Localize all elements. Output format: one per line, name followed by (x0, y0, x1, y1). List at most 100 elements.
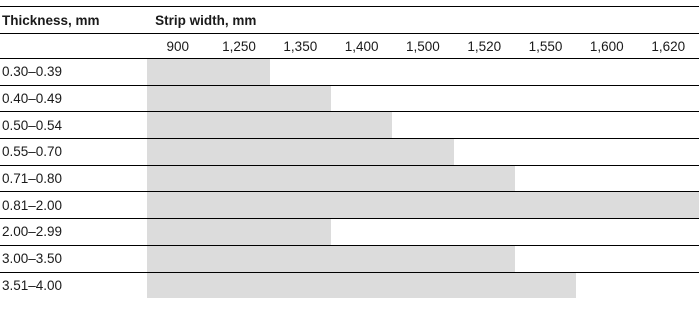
table-row: 0.40–0.49 (0, 85, 699, 113)
thickness-range-label: 0.81–2.00 (0, 191, 148, 220)
unavailable-width-cell (453, 58, 515, 86)
width-header-cell: 1,250 (208, 33, 270, 59)
available-width-cell (392, 165, 454, 193)
thickness-range-label: 0.71–0.80 (0, 165, 148, 193)
available-width-cell (330, 138, 393, 166)
unavailable-width-cell (576, 58, 638, 86)
table-row: 0.50–0.54 (0, 111, 699, 140)
thickness-range-label: 3.00–3.50 (0, 245, 148, 273)
width-header-cell: 1,600 (576, 33, 638, 59)
available-width-cell (269, 191, 331, 220)
available-width-cell (269, 138, 331, 166)
available-width-cell (147, 58, 209, 86)
available-width-cell (330, 165, 393, 193)
unavailable-width-cell (330, 85, 393, 113)
available-width-cell (330, 245, 393, 273)
unavailable-width-cell (576, 218, 638, 246)
available-width-cell (208, 191, 270, 220)
unavailable-width-cell (576, 85, 638, 113)
width-header-cell: 1,350 (269, 33, 331, 59)
available-width-cell (453, 272, 515, 299)
thickness-range-label: 0.55–0.70 (0, 138, 148, 166)
available-width-cell (392, 272, 454, 299)
unavailable-width-cell (514, 138, 577, 166)
unavailable-width-cell (637, 111, 699, 140)
table-row: 0.71–0.80 (0, 165, 699, 193)
thickness-range-label: 2.00–2.99 (0, 218, 148, 246)
unavailable-width-cell (514, 165, 577, 193)
unavailable-width-cell (453, 218, 515, 246)
available-width-cell (208, 218, 270, 246)
unavailable-width-cell (330, 218, 393, 246)
unavailable-width-cell (514, 58, 577, 86)
table-header: Thickness, mm Strip width, mm 900 1,250 1,… (0, 6, 699, 59)
available-width-cell (147, 191, 209, 220)
table-row: 3.00–3.50 (0, 245, 699, 273)
thickness-range-label: 0.50–0.54 (0, 111, 148, 140)
unavailable-width-cell (392, 85, 454, 113)
unavailable-width-cell (514, 85, 577, 113)
unavailable-width-cell (392, 218, 454, 246)
available-width-cell (453, 245, 515, 273)
available-width-cell (269, 218, 331, 246)
table-row: 0.81–2.00 (0, 191, 699, 220)
available-width-cell (208, 85, 270, 113)
available-width-cell (330, 191, 393, 220)
width-header-cell: 1,520 (453, 33, 515, 59)
thickness-range-label: 0.30–0.39 (0, 58, 148, 86)
width-header-cell: 1,620 (637, 33, 699, 59)
available-width-cell (392, 191, 454, 220)
available-width-cell (208, 245, 270, 273)
unavailable-width-cell (453, 138, 515, 166)
strip-width-table: Thickness, mm Strip width, mm 900 1,250 1,… (0, 6, 699, 299)
unavailable-width-cell (637, 272, 699, 298)
unavailable-width-cell (330, 58, 393, 86)
header-row-widths: 900 1,250 1,350 1,400 1,500 1,520 1,550 1,600 1,… (0, 33, 699, 59)
available-width-cell (392, 245, 454, 273)
unavailable-width-cell (576, 165, 638, 193)
available-width-cell (269, 165, 331, 193)
table-row: 0.55–0.70 (0, 138, 699, 166)
unavailable-width-cell (392, 111, 454, 140)
available-width-cell (514, 191, 577, 220)
table-row: 3.51–4.00 (0, 272, 699, 299)
available-width-cell (637, 191, 699, 220)
available-width-cell (208, 138, 270, 166)
available-width-cell (453, 165, 515, 193)
thickness-range-label: 0.40–0.49 (0, 85, 148, 113)
available-width-cell (208, 165, 270, 193)
strip-width-header: Strip width, mm (147, 6, 699, 34)
table-row: 0.30–0.39 (0, 58, 699, 86)
unavailable-width-cell (576, 245, 638, 273)
available-width-cell (576, 191, 638, 220)
available-width-cell (330, 111, 393, 140)
available-width-cell (147, 85, 209, 113)
available-width-cell (392, 138, 454, 166)
table-body: 0.30–0.39 0.40–0.49 0.50–0.54 0.55–0.70 0.71… (0, 58, 699, 299)
unavailable-width-cell (453, 85, 515, 113)
unavailable-width-cell (637, 138, 699, 166)
unavailable-width-cell (637, 245, 699, 273)
thickness-range-label: 3.51–4.00 (2, 277, 63, 293)
available-width-cell (147, 218, 209, 246)
unavailable-width-cell (637, 165, 699, 193)
available-width-cell (269, 85, 331, 113)
width-header-cell: 1,500 (392, 33, 454, 59)
unavailable-width-cell (576, 272, 637, 298)
unavailable-width-cell (514, 245, 577, 273)
header-blank-cell (0, 33, 148, 59)
available-width-cell (330, 272, 393, 299)
available-width-cell (147, 165, 209, 193)
unavailable-width-cell (576, 111, 638, 140)
available-width-cell (147, 111, 209, 140)
available-width-cell (147, 272, 209, 299)
available-width-cell (208, 58, 270, 86)
unavailable-width-cell (269, 58, 331, 86)
unavailable-width-cell (637, 218, 699, 246)
available-width-cell (269, 272, 331, 299)
table-row: 2.00–2.99 (0, 218, 699, 246)
available-width-cell (269, 245, 331, 273)
header-row-titles: Thickness, mm Strip width, mm (0, 6, 699, 34)
unavailable-width-cell (453, 111, 515, 140)
